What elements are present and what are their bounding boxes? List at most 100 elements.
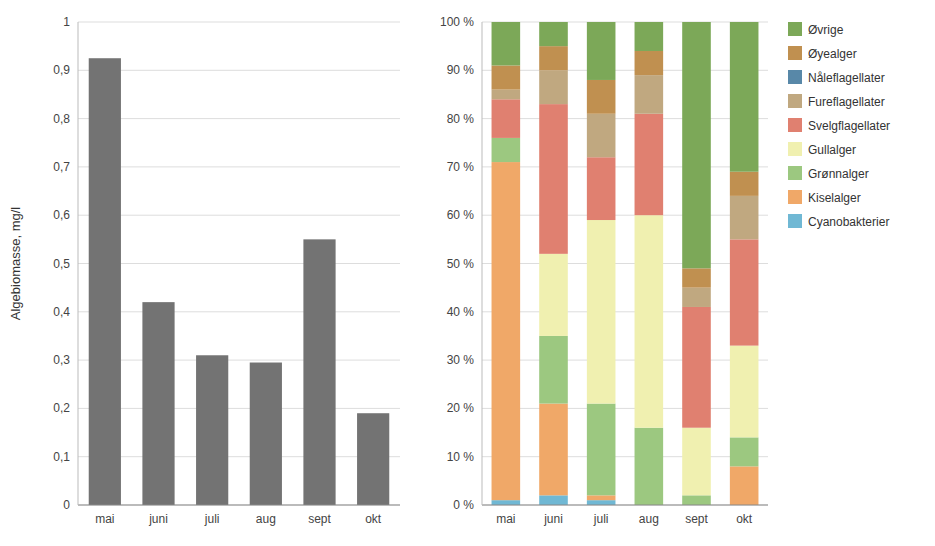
bar-segment: [730, 466, 759, 505]
grid-line: [482, 166, 768, 167]
y-tick-label: 20 %: [447, 401, 475, 415]
grid-line: [482, 118, 768, 119]
bar: [142, 302, 174, 505]
bar-segment: [539, 46, 568, 70]
y-tick-label: 50 %: [447, 257, 475, 271]
grid-line: [482, 263, 768, 264]
x-tick-label: juni: [543, 512, 563, 526]
bar-segment: [587, 220, 616, 404]
x-tick-label: aug: [256, 512, 276, 526]
bar-segment: [635, 215, 664, 428]
y-tick-label: 1: [63, 15, 70, 29]
bar-segment: [730, 346, 759, 438]
grid-line: [482, 360, 768, 361]
y-tick-label: 0,4: [53, 305, 70, 319]
grid-line: [482, 22, 768, 23]
grid-line: [482, 311, 768, 312]
bar-segment: [635, 22, 664, 51]
y-tick-label: 0,2: [53, 401, 70, 415]
legend-label: Cyanobakterier: [808, 215, 889, 229]
y-tick-label: 100 %: [440, 15, 474, 29]
legend-label: Svelgflagellater: [808, 119, 890, 133]
legend-swatch: [788, 94, 802, 108]
y-tick-label: 80 %: [447, 112, 475, 126]
y-tick-label: 0,9: [53, 63, 70, 77]
x-axis-line: [482, 505, 768, 506]
grid-line: [78, 456, 400, 457]
y-tick-label: 90 %: [447, 63, 475, 77]
bar-segment: [539, 70, 568, 104]
bar-segment: [587, 114, 616, 157]
legend-swatch: [788, 46, 802, 60]
x-tick-label: sept: [685, 512, 708, 526]
x-tick-label: juni: [148, 512, 168, 526]
bar-segment: [587, 157, 616, 220]
grid-line: [482, 70, 768, 71]
x-tick-label: juli: [593, 512, 609, 526]
x-tick-label: mai: [496, 512, 515, 526]
grid-line: [78, 22, 400, 23]
grid-line: [78, 505, 400, 506]
bar-segment: [492, 500, 521, 505]
grid-line: [78, 166, 400, 167]
x-tick-label: aug: [639, 512, 659, 526]
y-tick-label: 30 %: [447, 353, 475, 367]
bar: [357, 413, 389, 505]
bar-segment: [587, 404, 616, 496]
legend-label: Fureflagellater: [808, 95, 885, 109]
y-tick-label: 0,1: [53, 450, 70, 464]
x-axis-line: [78, 505, 400, 506]
chart-root: 00,10,20,30,40,50,60,70,80,91maijunijuli…: [0, 0, 935, 546]
bar-segment: [539, 495, 568, 505]
legend-swatch: [788, 70, 802, 84]
bar-segment: [539, 22, 568, 46]
y-axis-line: [482, 22, 483, 505]
legend-label: Øyealger: [808, 47, 857, 61]
y-tick-label: 0,3: [53, 353, 70, 367]
bar-segment: [492, 65, 521, 89]
bar-segment: [635, 75, 664, 114]
y-tick-label: 0: [63, 498, 70, 512]
chart: 00,10,20,30,40,50,60,70,80,91maijunijuli…: [8, 15, 400, 526]
bar-segment: [492, 99, 521, 138]
bar-segment: [587, 80, 616, 114]
bar-segment: [682, 428, 711, 496]
bar-segment: [730, 22, 759, 172]
y-tick-label: 0 %: [453, 498, 474, 512]
bar-segment: [587, 500, 616, 505]
x-tick-label: mai: [95, 512, 114, 526]
x-tick-label: okt: [736, 512, 753, 526]
legend-swatch: [788, 142, 802, 156]
bar-segment: [587, 22, 616, 80]
y-axis-label: Algebiomasse, mg/l: [8, 207, 23, 321]
grid-line: [482, 456, 768, 457]
bar-segment: [730, 239, 759, 345]
bar-segment: [682, 268, 711, 287]
bar-segment: [730, 196, 759, 239]
y-tick-label: 0,6: [53, 208, 70, 222]
chart: 0 %10 %20 %30 %40 %50 %60 %70 %80 %90 %1…: [440, 15, 890, 526]
bar-segment: [539, 254, 568, 336]
legend: ØvrigeØyealgerNåleflagellaterFureflagell…: [788, 22, 890, 229]
legend-label: Nåleflagellater: [808, 71, 885, 85]
bar-segment: [635, 114, 664, 215]
grid-line: [78, 118, 400, 119]
y-axis-line: [78, 22, 79, 505]
grid-line: [78, 408, 400, 409]
bar-segment: [682, 22, 711, 268]
bar-segment: [492, 22, 521, 65]
grid-line: [78, 215, 400, 216]
x-tick-label: sept: [308, 512, 331, 526]
bar-segment: [539, 336, 568, 404]
grid-line: [482, 505, 768, 506]
bar-segment: [492, 138, 521, 162]
grid-line: [482, 408, 768, 409]
bar-segment: [539, 404, 568, 496]
bar: [89, 58, 121, 505]
y-tick-label: 60 %: [447, 208, 475, 222]
legend-label: Gullalger: [808, 143, 856, 157]
legend-swatch: [788, 118, 802, 132]
bar: [303, 239, 335, 505]
x-tick-label: okt: [365, 512, 382, 526]
legend-label: Kiselalger: [808, 191, 861, 205]
